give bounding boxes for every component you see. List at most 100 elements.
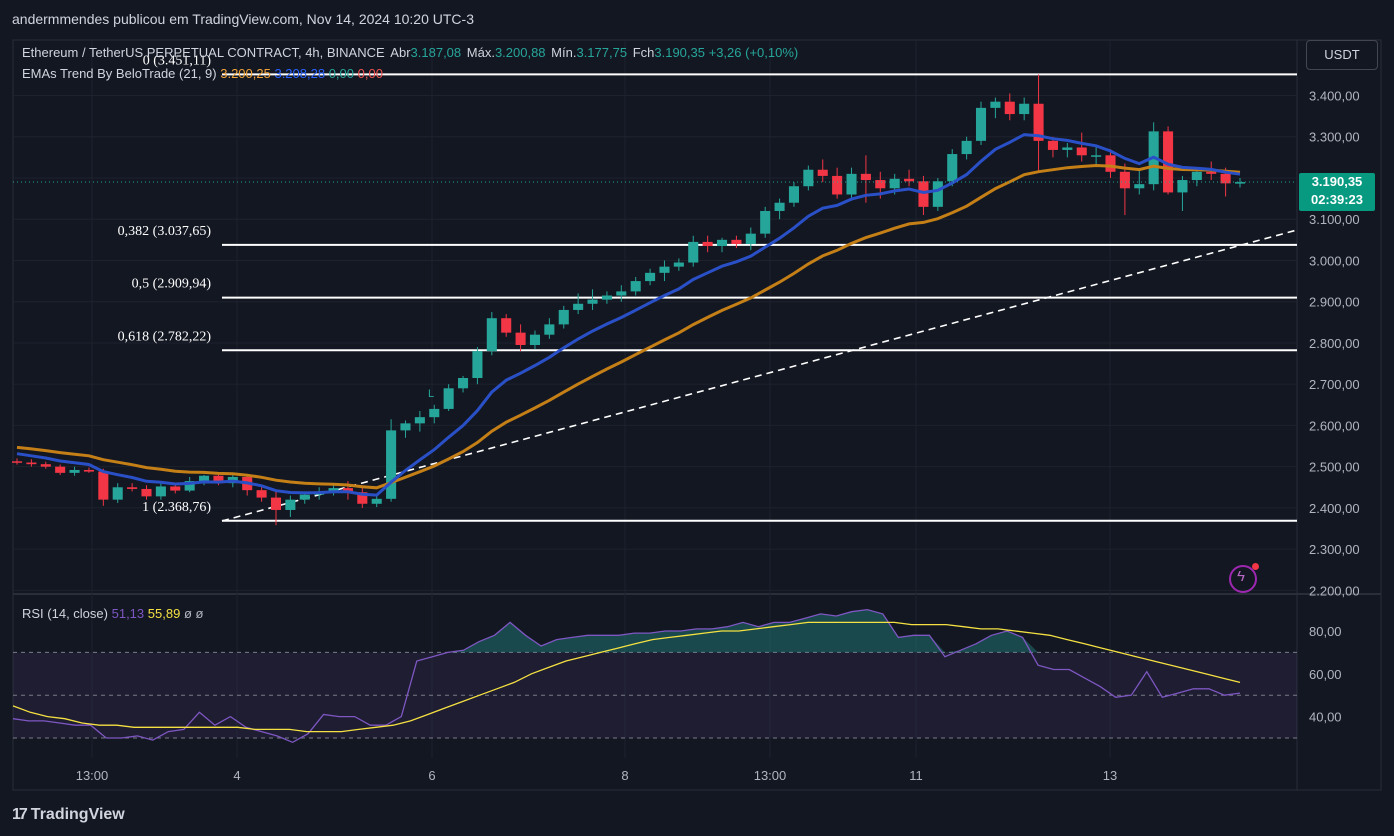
candle-body xyxy=(299,494,310,500)
ema-fast-line xyxy=(16,133,1241,497)
candle-body xyxy=(472,351,483,378)
candle-body xyxy=(716,239,728,247)
y-tick-label: 3.400,00 xyxy=(1309,89,1360,104)
candle-body xyxy=(1191,171,1202,181)
indicator-value-3: 0,00 xyxy=(328,66,355,81)
candle-body xyxy=(155,486,166,497)
candle-body xyxy=(515,332,526,346)
rsi-legend: RSI (14, close) 51,13 55,89 ø ø xyxy=(22,606,203,621)
rsi-title[interactable]: RSI (14, close) xyxy=(22,606,108,621)
candle-body xyxy=(40,464,51,467)
candle-body xyxy=(342,488,353,493)
candle-body xyxy=(932,181,943,207)
change-value: +3,26 (+0,10%) xyxy=(708,45,799,60)
rsi-ma-value: 55,89 xyxy=(147,606,181,621)
lightning-alert-icon[interactable]: ϟ xyxy=(1229,563,1259,593)
candle-body xyxy=(544,324,555,335)
fib-level-label: 1 (2.368,76) xyxy=(142,500,211,515)
candle-body xyxy=(573,303,584,310)
candle-body xyxy=(501,318,512,333)
candle-body xyxy=(1076,147,1087,156)
candle-body xyxy=(1105,155,1116,172)
candle-body xyxy=(1234,182,1246,184)
fib-level-label: 0,618 (2.782,22) xyxy=(118,329,212,344)
signal-marker: L xyxy=(428,388,434,400)
candle-body xyxy=(659,266,670,273)
candle-body xyxy=(889,178,900,189)
high-value: 3.200,88 xyxy=(494,45,546,60)
candle-body xyxy=(774,202,785,211)
rsi-line xyxy=(12,608,1241,744)
candle-body xyxy=(285,499,296,510)
candle-body xyxy=(904,178,915,182)
candle-body xyxy=(587,299,598,304)
y-tick-label: 3.300,00 xyxy=(1309,130,1360,145)
candle-body xyxy=(1220,173,1231,184)
candle-body xyxy=(1091,155,1102,157)
y-tick-label: 2.500,00 xyxy=(1309,460,1360,475)
candle-body xyxy=(918,181,929,207)
publication-header: andermmendes publicou em TradingView.com… xyxy=(12,11,474,27)
x-tick-label: 4 xyxy=(233,768,240,783)
tv-logo-icon: 17 xyxy=(12,806,28,823)
candle-body xyxy=(256,490,267,498)
fib-level-label: 0 (3.451,11) xyxy=(143,53,212,68)
candle-body xyxy=(457,377,469,389)
candle-body xyxy=(83,469,94,472)
candle-body xyxy=(616,291,627,296)
candle-body xyxy=(702,241,713,247)
candle-body xyxy=(788,186,800,203)
trend-line xyxy=(221,229,1298,522)
high-label: Máx. xyxy=(466,45,495,60)
y-tick-label: 2.800,00 xyxy=(1309,336,1360,351)
candle-body xyxy=(558,309,569,325)
candle-body xyxy=(1163,131,1174,193)
candle-body xyxy=(832,175,843,195)
x-tick-label: 13 xyxy=(1103,768,1117,783)
rsi-ma-line xyxy=(12,621,1241,733)
x-tick-label: 6 xyxy=(428,768,435,783)
symbol-title[interactable]: Ethereum / TetherUS PERPETUAL CONTRACT, … xyxy=(22,45,385,60)
top-bar: andermmendes publicou em TradingView.com… xyxy=(0,0,1394,40)
candle-body xyxy=(630,281,641,292)
indicator-value-1: 3.200,25 xyxy=(220,66,271,81)
candle-body xyxy=(184,481,195,491)
low-label: Mín. xyxy=(551,45,577,60)
candle-body xyxy=(26,462,37,465)
tradingview-logo[interactable]: 17 TradingView xyxy=(12,806,125,824)
candle-body xyxy=(112,487,123,500)
rsi-tick-label: 40,00 xyxy=(1309,710,1342,725)
rsi-extra-1: ø xyxy=(183,606,192,621)
candle-body xyxy=(328,488,339,492)
candle-body xyxy=(1047,140,1058,150)
x-tick-label: 11 xyxy=(909,768,923,783)
indicator-legend: EMAs Trend By BeloTrade (21, 9) 3.200,25… xyxy=(22,66,383,81)
candle-body xyxy=(688,241,699,263)
candle-body xyxy=(127,487,138,489)
candle-body xyxy=(947,154,958,182)
candle-body xyxy=(745,233,756,244)
indicator-value-2: 3.208,28 xyxy=(274,66,326,81)
candle-body xyxy=(55,466,66,473)
candle-body xyxy=(846,173,857,195)
rsi-value: 51,13 xyxy=(111,606,145,621)
open-value: 3.187,08 xyxy=(410,45,462,60)
candle-body xyxy=(414,417,425,424)
candle-body xyxy=(1019,103,1030,115)
candle-body xyxy=(817,169,828,176)
close-label: Fch xyxy=(632,45,655,60)
y-tick-label: 2.300,00 xyxy=(1309,542,1360,557)
y-tick-label: 2.600,00 xyxy=(1309,418,1360,433)
currency-button[interactable]: USDT xyxy=(1306,40,1378,70)
candle-body xyxy=(1033,103,1044,141)
brand-label: TradingView xyxy=(30,806,125,823)
indicator-title[interactable]: EMAs Trend By BeloTrade (21, 9) xyxy=(22,66,217,81)
last-price-tag: 3.190,35 02:39:23 xyxy=(1299,173,1375,211)
candle-body xyxy=(601,295,612,300)
candle-body xyxy=(860,173,871,181)
candle-body xyxy=(760,210,771,234)
candle-body xyxy=(213,475,224,484)
y-tick-label: 3.000,00 xyxy=(1309,253,1360,268)
symbol-legend: Ethereum / TetherUS PERPETUAL CONTRACT, … xyxy=(22,45,798,60)
